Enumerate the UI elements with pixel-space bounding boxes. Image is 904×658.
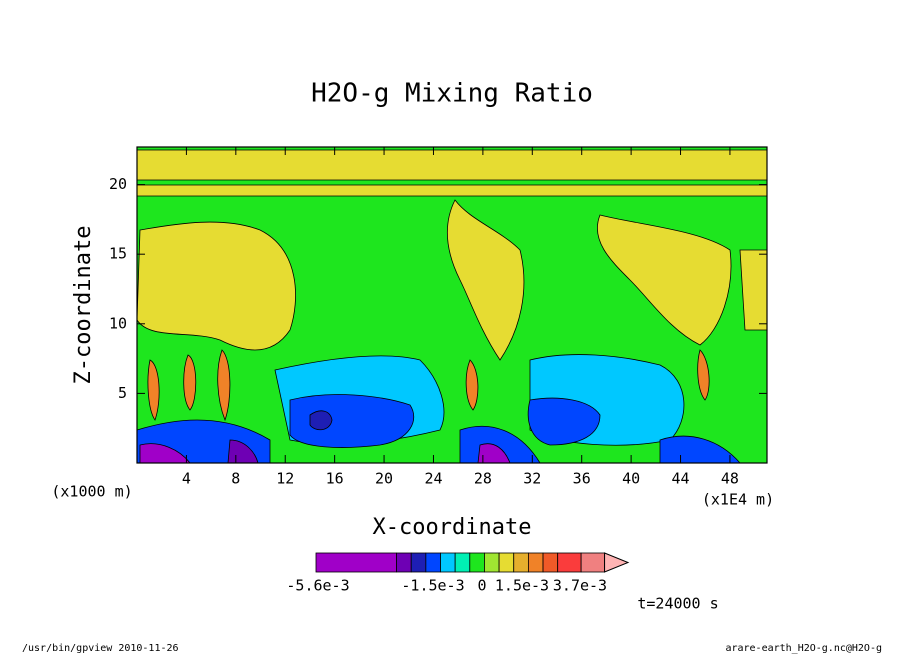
x-tick-label: 32 — [523, 470, 541, 488]
y-tick-label: 10 — [109, 314, 127, 332]
x-tick-label: 36 — [573, 470, 591, 488]
colorbar-cell — [527, 552, 544, 573]
x-unit: (x1000 m) — [51, 483, 132, 501]
x-tick-label: 24 — [424, 470, 442, 488]
colorbar-cell — [315, 552, 397, 573]
x-tick-label: 16 — [326, 470, 344, 488]
colorbar-cell — [440, 552, 456, 573]
contour-field — [137, 147, 767, 463]
footer-right: arare-earth_H2O-g.nc@H2O-g — [725, 643, 882, 654]
colorbar-label: -1.5e-3 — [401, 577, 464, 595]
y-tick-label: 20 — [109, 175, 127, 193]
colorbar-tip — [604, 552, 630, 573]
colorbar-cell — [542, 552, 559, 573]
colorbar-cell — [425, 552, 441, 573]
footer-left: /usr/bin/gpview 2010-11-26 — [22, 643, 179, 654]
colorbar-cell — [557, 552, 582, 573]
x-tick-label: 28 — [474, 470, 492, 488]
chart-title: H2O-g Mixing Ratio — [311, 79, 593, 109]
x-tick-label: 4 — [182, 470, 191, 488]
colorbar-cell — [484, 552, 500, 573]
colorbar-label: 0 — [477, 577, 486, 595]
x-note: (x1E4 m) — [702, 491, 774, 509]
plot-frame — [136, 146, 768, 464]
colorbar-cell — [410, 552, 427, 573]
colorbar-cell — [498, 552, 515, 573]
x-tick-label: 44 — [671, 470, 689, 488]
colorbar-label: 1.5e-3 — [495, 577, 549, 595]
y-tick-label: 15 — [109, 245, 127, 263]
x-tick-label: 12 — [276, 470, 294, 488]
time-note: t=24000 s — [637, 595, 718, 613]
colorbar-cell — [513, 552, 529, 573]
colorbar-cell — [396, 552, 412, 573]
colorbar-cell — [469, 552, 485, 573]
colorbar-label: -5.6e-3 — [286, 577, 349, 595]
x-tick-label: 20 — [375, 470, 393, 488]
colorbar-label: 3.7e-3 — [553, 577, 607, 595]
colorbar-cell — [580, 552, 605, 573]
y-tick-label: 5 — [118, 384, 127, 402]
x-tick-label: 40 — [622, 470, 640, 488]
x-axis-title: X-coordinate — [373, 515, 532, 540]
colorbar-cell — [454, 552, 471, 573]
x-tick-label: 8 — [231, 470, 240, 488]
y-axis-title: Z-coordinate — [71, 226, 96, 385]
x-tick-label: 48 — [721, 470, 739, 488]
